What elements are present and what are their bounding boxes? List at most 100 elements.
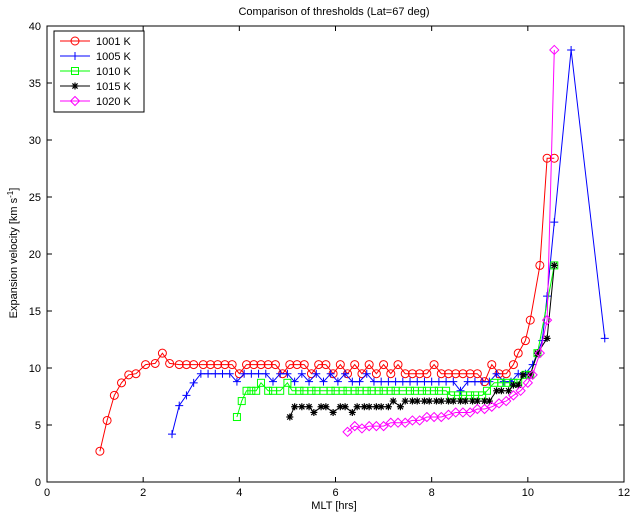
data-point-1015-k [322, 403, 330, 411]
data-point-1015-k [469, 397, 477, 405]
data-point-1005-k [211, 369, 220, 378]
data-point-1010-k [482, 386, 491, 395]
data-point-1005-k [341, 369, 350, 378]
data-point-1001-k [198, 360, 208, 370]
data-point-1015-k [432, 397, 440, 405]
data-point-1015-k [497, 387, 505, 395]
series-1005-k [168, 45, 609, 439]
data-point-1015-k [543, 334, 551, 342]
data-point-1010-k [374, 386, 383, 395]
legend-marker-1005-k [71, 52, 79, 60]
data-point-1015-k [377, 403, 385, 411]
y-tick-label: 20 [29, 249, 41, 261]
data-point-1001-k [535, 260, 545, 270]
data-point-1001-k [393, 360, 403, 370]
data-point-1020-k [515, 385, 526, 397]
data-point-1001-k [525, 315, 535, 325]
data-point-1015-k [360, 403, 368, 411]
x-axis-ticks: 0 2 4 6 8 10 12 [44, 26, 630, 499]
data-point-1005-k [434, 377, 443, 386]
data-point-1001-k [227, 360, 237, 370]
y-tick-label: 0 [35, 477, 41, 489]
data-point-1005-k [406, 377, 415, 386]
y-tick-label: 25 [29, 192, 41, 204]
data-point-1005-k [442, 377, 451, 386]
data-point-1005-k [470, 377, 479, 386]
data-point-1015-k [365, 403, 373, 411]
data-point-1001-k [520, 336, 530, 346]
data-point-1005-k [348, 377, 357, 386]
data-point-1010-k [242, 386, 251, 395]
data-point-1001-k [270, 360, 280, 370]
data-point-1001-k [95, 446, 105, 456]
data-point-1005-k [485, 377, 494, 386]
data-point-1001-k [379, 360, 389, 370]
data-point-1005-k [355, 377, 364, 386]
x-tick-label: 6 [332, 487, 338, 499]
data-point-1020-k [486, 401, 497, 412]
data-point-1001-k [102, 415, 112, 425]
data-point-1001-k [242, 360, 252, 370]
data-point-1015-k [286, 413, 294, 421]
data-point-1005-k [550, 218, 559, 227]
legend-marker-1010-k [71, 67, 79, 75]
data-point-1005-k [427, 377, 436, 386]
legend-item-1020-k: 1020 K [60, 95, 132, 108]
data-point-1001-k [501, 369, 511, 379]
data-point-1001-k [157, 348, 167, 358]
data-point-1010-k [283, 378, 292, 387]
legend-marker-1020-k [69, 95, 81, 107]
data-point-1020-k [522, 377, 534, 389]
data-point-1010-k [362, 386, 371, 395]
data-point-1010-k [276, 386, 285, 395]
data-point-1005-k [254, 369, 263, 378]
data-point-1015-k [396, 403, 404, 411]
y-tick-label: 15 [29, 306, 41, 318]
data-point-1020-k [464, 407, 476, 418]
data-point-1010-k [247, 386, 256, 395]
data-point-1001-k [350, 360, 360, 370]
data-point-1005-k [232, 377, 241, 386]
data-point-1015-k [550, 261, 558, 269]
legend-label-1001-k: 1001 K [96, 36, 132, 48]
data-point-1001-k [364, 360, 374, 370]
data-point-1001-k [314, 360, 324, 370]
chart-title: Comparison of thresholds (Lat=67 deg) [238, 6, 429, 18]
data-point-1005-k [175, 401, 184, 410]
data-point-1005-k [384, 377, 393, 386]
data-point-1005-k [283, 369, 292, 378]
data-point-1020-k [500, 395, 512, 407]
data-point-1001-k [458, 369, 468, 379]
data-point-1020-k [472, 403, 483, 415]
data-point-1001-k [436, 369, 446, 379]
data-point-1001-k [256, 360, 266, 370]
data-point-1020-k [457, 407, 469, 418]
data-point-1001-k [131, 369, 141, 379]
data-point-1001-k [285, 360, 295, 370]
data-point-1015-k [408, 397, 416, 405]
data-point-1005-k [543, 292, 552, 301]
data-point-1001-k [174, 360, 184, 370]
data-point-1001-k [213, 360, 223, 370]
data-point-1015-k [461, 397, 469, 405]
legend-marker-1001-k [70, 36, 80, 46]
data-point-1001-k [371, 369, 381, 379]
data-point-1015-k [449, 397, 457, 405]
data-point-1005-k [600, 334, 609, 343]
legend-item-1010-k: 1010 K [60, 66, 132, 78]
data-point-1010-k [338, 386, 347, 395]
data-point-1020-k [414, 415, 425, 426]
data-point-1001-k [189, 360, 199, 370]
data-point-1001-k [549, 153, 559, 163]
y-tick-label: 35 [29, 78, 41, 90]
data-point-1005-k [276, 369, 285, 378]
data-point-1010-k [418, 386, 427, 395]
data-point-1010-k [430, 386, 439, 395]
x-tick-label: 4 [236, 487, 242, 499]
x-tick-label: 10 [522, 487, 534, 499]
data-point-1020-k [450, 407, 461, 418]
data-point-1005-k [196, 369, 205, 378]
data-point-1005-k [362, 369, 371, 378]
data-point-1020-k [349, 420, 360, 432]
